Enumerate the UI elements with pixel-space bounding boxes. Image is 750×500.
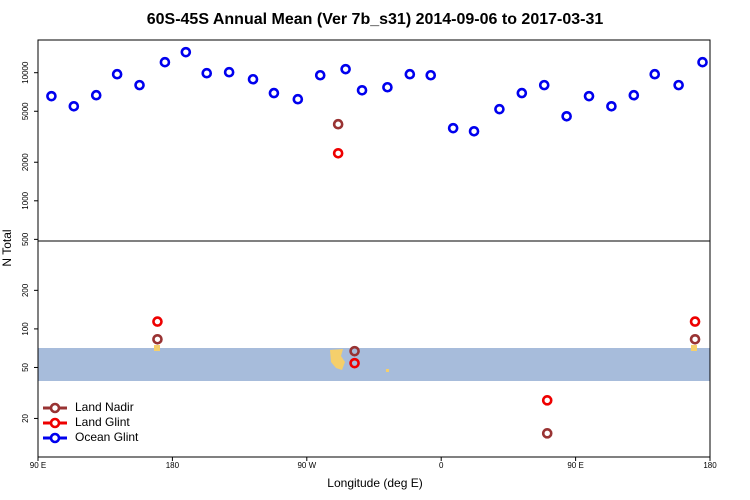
point bbox=[541, 428, 553, 439]
point bbox=[628, 89, 640, 101]
point bbox=[201, 67, 213, 79]
point bbox=[180, 46, 192, 58]
legend-marker bbox=[49, 432, 61, 444]
point bbox=[46, 90, 57, 102]
y-tick-label: 200 bbox=[21, 283, 30, 297]
land-shape bbox=[154, 345, 160, 351]
point bbox=[268, 87, 280, 99]
point bbox=[516, 87, 528, 99]
point bbox=[68, 100, 80, 112]
legend-label: Land Nadir bbox=[75, 400, 134, 414]
point bbox=[425, 69, 437, 81]
point bbox=[447, 122, 459, 134]
point bbox=[583, 90, 595, 102]
x-tick-label: 90 W bbox=[297, 461, 316, 470]
legend-label: Land Glint bbox=[75, 415, 130, 429]
legend-marker bbox=[49, 402, 61, 414]
x-tick-label: 180 bbox=[703, 461, 717, 470]
plot-frame bbox=[37, 39, 711, 458]
point bbox=[111, 68, 123, 80]
point bbox=[340, 63, 351, 75]
y-tick-label: 5000 bbox=[21, 102, 30, 120]
y-tick-label: 100 bbox=[21, 322, 30, 336]
x-axis-label: Longitude (deg E) bbox=[327, 476, 422, 490]
x-tick-label: 180 bbox=[166, 461, 180, 470]
point bbox=[314, 69, 326, 81]
chart-title: 60S-45S Annual Mean (Ver 7b_s31) 2014-09… bbox=[147, 11, 604, 28]
x-tick-label: 90 E bbox=[30, 461, 46, 470]
point bbox=[538, 79, 550, 91]
point bbox=[541, 395, 553, 406]
y-axis-label: N Total bbox=[0, 229, 14, 266]
land-shape bbox=[330, 349, 345, 370]
point bbox=[697, 56, 708, 68]
point bbox=[649, 68, 661, 80]
marks bbox=[46, 46, 708, 439]
point bbox=[689, 316, 701, 327]
point bbox=[356, 84, 368, 96]
y-tick-label: 10000 bbox=[21, 61, 30, 84]
x-tick-label: 90 E bbox=[567, 461, 583, 470]
point bbox=[90, 89, 102, 101]
point bbox=[152, 333, 163, 345]
point bbox=[468, 125, 480, 137]
x-tick-label: 0 bbox=[439, 461, 444, 470]
land-shape bbox=[386, 369, 389, 372]
y-tick-label: 1000 bbox=[21, 191, 30, 209]
point bbox=[673, 79, 684, 91]
point bbox=[349, 357, 360, 369]
point bbox=[134, 79, 145, 91]
y-tick-label: 20 bbox=[21, 413, 30, 422]
point bbox=[332, 147, 344, 159]
legend-label: Ocean Glint bbox=[75, 430, 139, 444]
point bbox=[349, 345, 360, 357]
point bbox=[494, 103, 505, 115]
point bbox=[332, 118, 344, 130]
land-shape bbox=[691, 345, 697, 351]
point bbox=[606, 100, 617, 112]
y-tick-label: 50 bbox=[21, 362, 30, 371]
y-tick-label: 500 bbox=[21, 232, 30, 246]
ocean-band bbox=[38, 348, 710, 381]
point bbox=[404, 68, 416, 80]
point bbox=[292, 93, 304, 105]
point bbox=[159, 56, 171, 68]
point bbox=[561, 110, 572, 122]
legend-marker bbox=[49, 417, 61, 429]
point bbox=[223, 66, 235, 78]
y-tick-label: 2000 bbox=[21, 153, 30, 171]
point bbox=[247, 73, 259, 85]
point bbox=[689, 333, 701, 345]
point bbox=[152, 316, 163, 327]
point bbox=[382, 81, 393, 93]
map-strip bbox=[38, 345, 710, 381]
